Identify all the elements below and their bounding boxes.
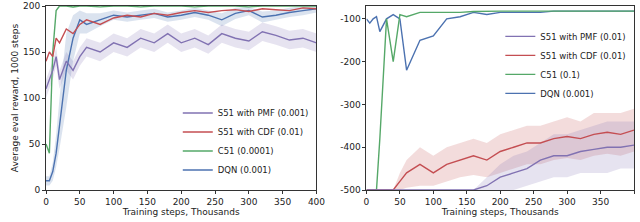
- svg-text:100: 100: [425, 197, 442, 207]
- svg-text:-400: -400: [340, 142, 361, 152]
- svg-text:200: 200: [173, 197, 190, 207]
- svg-text:C51 (0.0001): C51 (0.0001): [218, 146, 274, 156]
- svg-text:C51 (0.1): C51 (0.1): [540, 70, 580, 80]
- svg-text:400: 400: [308, 197, 325, 207]
- svg-text:S51 with PMF (0.001): S51 with PMF (0.001): [218, 108, 309, 118]
- svg-text:50: 50: [74, 197, 86, 207]
- svg-text:Average eval reward, 1000 step: Average eval reward, 1000 steps: [10, 24, 20, 173]
- svg-text:Training steps, Thousands: Training steps, Thousands: [441, 207, 559, 217]
- svg-text:S51 with CDF (0.01): S51 with CDF (0.01): [218, 127, 303, 137]
- svg-text:-200: -200: [340, 57, 361, 67]
- svg-text:100: 100: [105, 197, 122, 207]
- svg-text:150: 150: [139, 197, 156, 207]
- svg-text:0: 0: [34, 185, 40, 195]
- svg-text:350: 350: [592, 197, 609, 207]
- svg-text:250: 250: [206, 197, 223, 207]
- svg-text:-100: -100: [340, 14, 361, 24]
- svg-text:350: 350: [274, 197, 291, 207]
- svg-text:0: 0: [364, 197, 370, 207]
- svg-text:-500: -500: [340, 185, 361, 195]
- svg-text:50: 50: [394, 197, 406, 207]
- svg-text:0: 0: [43, 197, 49, 207]
- svg-text:150: 150: [23, 47, 40, 57]
- svg-text:S51 with CDF (0.01): S51 with CDF (0.01): [540, 51, 625, 61]
- svg-text:DQN (0.001): DQN (0.001): [218, 165, 271, 175]
- svg-text:S51 with PMF (0.01): S51 with PMF (0.01): [540, 32, 625, 42]
- svg-text:300: 300: [559, 197, 576, 207]
- svg-text:250: 250: [525, 197, 542, 207]
- svg-text:DQN (0.001): DQN (0.001): [540, 89, 593, 99]
- svg-text:Training steps, Thousands: Training steps, Thousands: [122, 207, 240, 217]
- svg-text:-300: -300: [340, 100, 361, 110]
- svg-text:50: 50: [29, 139, 41, 149]
- svg-text:300: 300: [240, 197, 257, 207]
- svg-text:150: 150: [458, 197, 475, 207]
- svg-text:200: 200: [492, 197, 509, 207]
- svg-text:200: 200: [23, 1, 40, 11]
- svg-text:100: 100: [23, 93, 40, 103]
